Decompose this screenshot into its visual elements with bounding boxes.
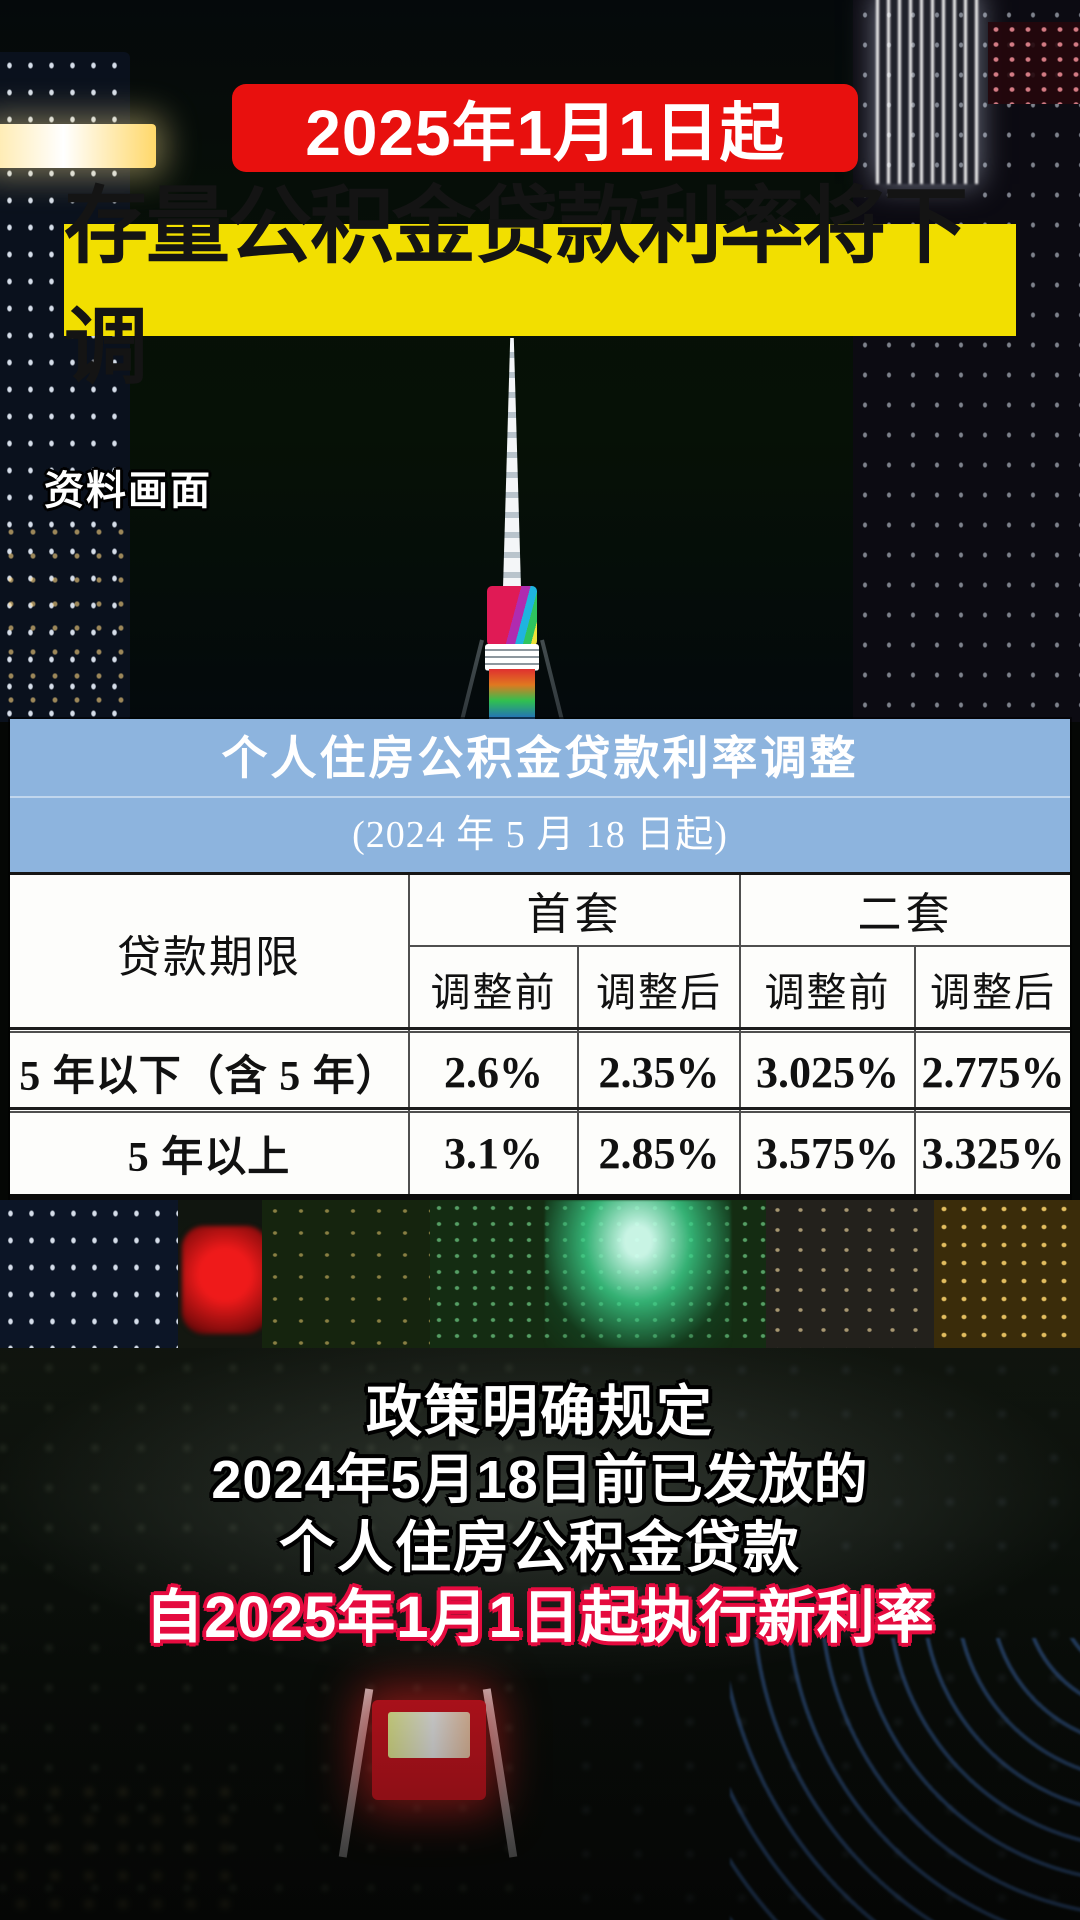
col-header-before-first: 调整前 [410, 947, 577, 1031]
rate-cell: 2.775% [916, 1033, 1070, 1111]
green-tower-glow [545, 1200, 731, 1348]
archive-footage-watermark: 资料画面 [44, 469, 212, 513]
caption-line-2: 2024年5月18日前已发放的 [211, 1450, 869, 1510]
caption-line-1: 政策明确规定 [366, 1380, 714, 1443]
header-divider [10, 796, 1070, 798]
lit-trees [262, 1200, 442, 1348]
rate-cell: 2.35% [579, 1033, 739, 1111]
row-label-under-5y: 5 年以下（含 5 年） [10, 1033, 408, 1111]
caption-highlight-line: 自2025年1月1日起执行新利率 [145, 1585, 935, 1650]
date-banner: 2025年1月1日起 [232, 84, 858, 172]
warm-buildings [766, 1200, 934, 1348]
col-header-first-home: 首套 [410, 875, 739, 945]
rate-table-header: 个人住房公积金贷款利率调整 (2024 年 5 月 18 日起) [10, 719, 1070, 872]
rate-table-subtitle: (2024 年 5 月 18 日起) [352, 814, 728, 856]
caption-block: 政策明确规定 2024年5月18日前已发放的 个人住房公积金贷款 自2025年1… [0, 1378, 1080, 1654]
right-skyscraper-red-lights [988, 22, 1080, 104]
canton-tower-body [487, 586, 537, 646]
col-header-after-second: 调整后 [916, 947, 1070, 1031]
red-light-blob [182, 1226, 268, 1334]
rate-cell: 3.025% [741, 1033, 914, 1111]
vignette-overlay [0, 1348, 1080, 1920]
rate-cell: 2.6% [410, 1033, 577, 1111]
col-header-second-home: 二套 [741, 875, 1070, 945]
rate-cell: 2.85% [579, 1113, 739, 1194]
left-skyscraper-gold-lights [0, 520, 138, 720]
headline-banner: 存量公积金贷款利率将下调 [64, 179, 1016, 394]
col-header-after-first: 调整后 [579, 947, 739, 1031]
canton-tower-ring [485, 644, 539, 671]
row-label-over-5y: 5 年以上 [10, 1113, 408, 1194]
canton-tower-column [489, 669, 535, 722]
rate-cell: 3.575% [741, 1113, 914, 1194]
rate-cell: 3.1% [410, 1113, 577, 1194]
right-skyscraper-light-strip [876, 0, 978, 184]
col-header-term: 贷款期限 [10, 875, 408, 1031]
rate-table-grid: 贷款期限 首套 二套 调整前 调整后 调整前 调整后 5 年以下（含 5 年） … [10, 872, 1070, 1200]
blue-building [0, 1200, 178, 1348]
rate-cell: 3.325% [916, 1113, 1070, 1194]
table-heavy-line [10, 1107, 1070, 1110]
gold-building [934, 1200, 1080, 1348]
city-band-sharp [0, 1200, 1080, 1348]
rate-table-title: 个人住房公积金贷款利率调整 [221, 733, 859, 784]
caption-line-3: 个人住房公积金贷款 [279, 1516, 801, 1579]
col-header-before-second: 调整前 [741, 947, 914, 1031]
city-band-blurred [0, 1348, 1080, 1920]
table-heavy-line [10, 1027, 1070, 1030]
rate-table: 个人住房公积金贷款利率调整 (2024 年 5 月 18 日起) 贷款期限 首套… [10, 719, 1070, 1200]
left-skyscraper-light-band [0, 124, 156, 168]
